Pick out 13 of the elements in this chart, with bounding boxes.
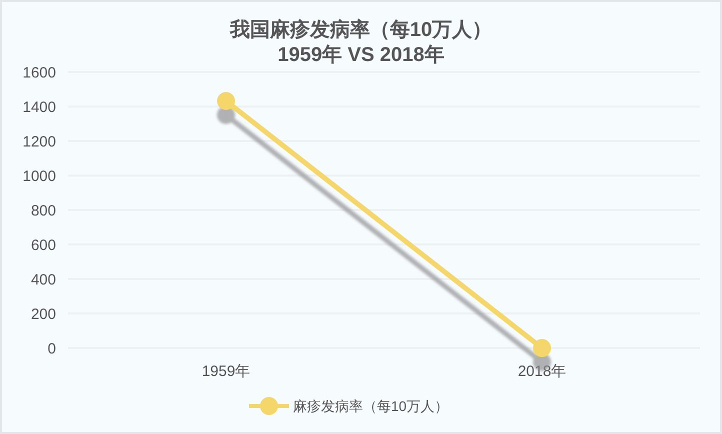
y-tick-label: 1400: [22, 98, 56, 116]
y-tick-label: 800: [30, 202, 56, 220]
chart-title: 我国麻疹发病率（每10万人） 1959年 VS 2018年: [228, 18, 492, 66]
y-tick-label: 0: [48, 340, 56, 358]
y-tick-label: 200: [30, 306, 56, 323]
x-tick-label: 2018年: [518, 363, 566, 380]
y-tick-label: 1200: [22, 133, 56, 150]
y-tick-label: 1000: [22, 168, 56, 185]
x-tick-label: 1959年: [202, 363, 250, 380]
y-tick-label: 600: [30, 236, 56, 254]
y-tick-label: 400: [30, 271, 56, 288]
legend-label: 麻疹发病率（每10万人）: [293, 398, 449, 414]
y-tick-label: 1600: [22, 64, 56, 82]
